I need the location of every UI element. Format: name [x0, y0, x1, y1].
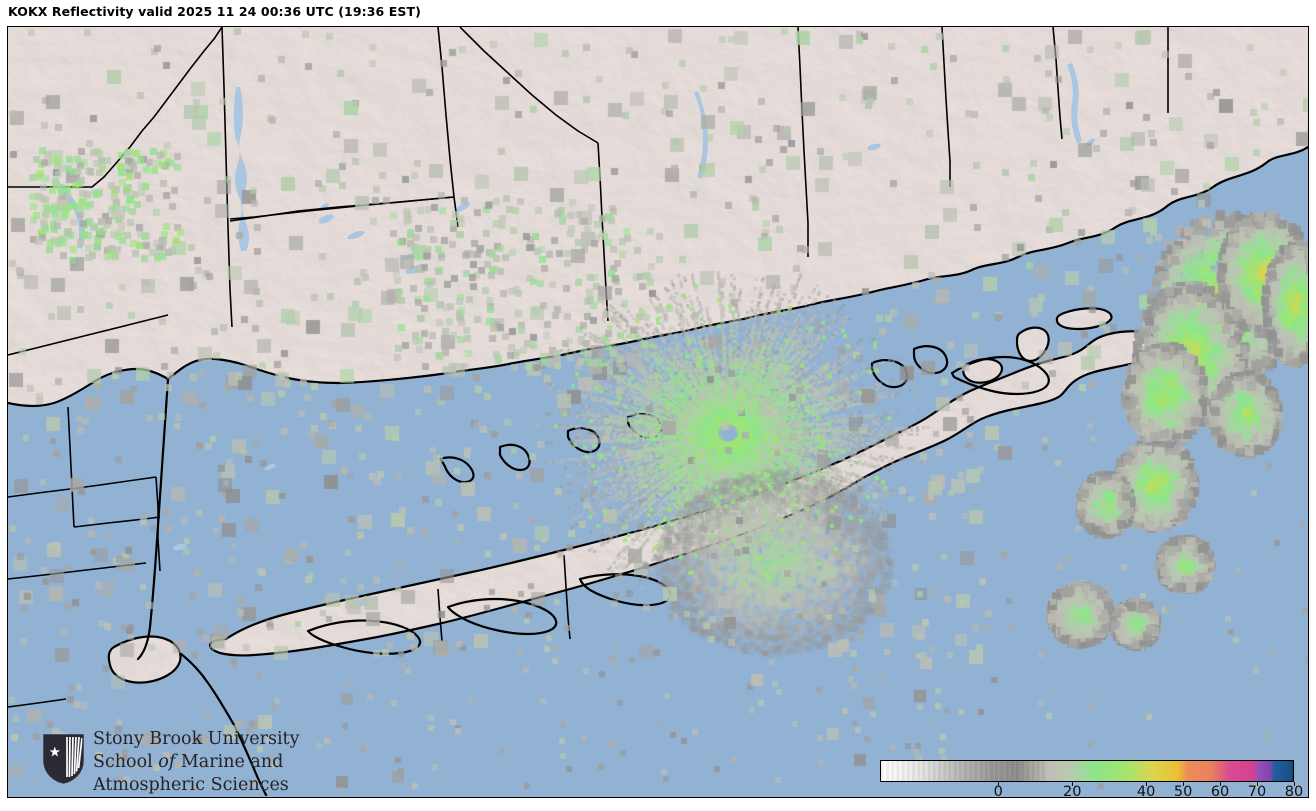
colorbar-tick-mark	[1294, 782, 1295, 786]
colorbar-tick-label: 70	[1247, 784, 1267, 797]
radar-map-canvas[interactable]: Stony Brook University School of Marine …	[8, 27, 1308, 797]
colorbar-tick-mark	[1072, 782, 1074, 786]
colorbar-tick-mark	[1220, 782, 1222, 786]
radar-map-frame[interactable]: Stony Brook University School of Marine …	[7, 26, 1309, 798]
colorbar-gradient-frame	[880, 760, 1294, 782]
colorbar-tick-label: 50	[1173, 784, 1193, 797]
page-title: KOKX Reflectivity valid 2025 11 24 00:36…	[8, 4, 421, 19]
colorbar-band-ticks	[881, 761, 1046, 781]
reflectivity-layer	[8, 27, 1308, 797]
colorbar-tick-mark	[998, 782, 1000, 786]
colorbar-tick-labels: 0 20 40 50 60 70 80	[873, 784, 1304, 797]
colorbar-tick-mark	[1146, 782, 1148, 786]
colorbar-tick-mark	[1183, 782, 1185, 786]
colorbar-tick-label: 0	[993, 784, 1003, 797]
colorbar-gradient	[881, 761, 1293, 781]
colorbar-tick-label: 20	[1062, 784, 1082, 797]
colorbar-tick-label: 60	[1210, 784, 1230, 797]
colorbar: 0 20 40 50 60 70 80	[873, 753, 1304, 797]
colorbar-tick-mark	[1257, 782, 1259, 786]
colorbar-tick-label: 80	[1284, 784, 1304, 797]
colorbar-tick-label: 40	[1136, 784, 1156, 797]
